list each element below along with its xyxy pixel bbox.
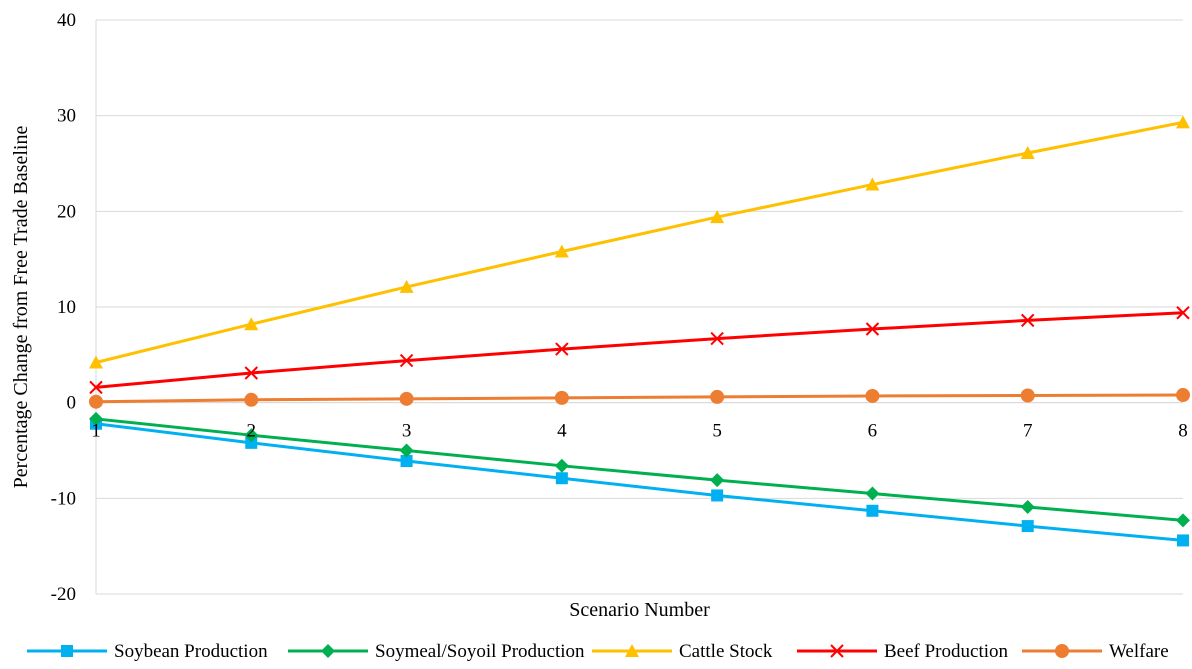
data-point-triangle — [1176, 115, 1190, 129]
legend-label: Cattle Stock — [679, 641, 773, 662]
legend-label: Soybean Production — [114, 641, 268, 662]
data-point-circle — [710, 389, 725, 404]
tick-labels: -20 -10 0 10 20 30 40 1 2 3 4 5 6 7 8 — [51, 10, 1188, 605]
x-tick-label: 1 — [91, 421, 101, 442]
data-point-triangle — [1020, 145, 1035, 159]
legend-marker — [61, 645, 73, 657]
data-point-x — [865, 322, 880, 336]
data-point-triangle — [710, 210, 725, 224]
data-point-circle — [89, 394, 103, 409]
data-point-x — [1021, 313, 1035, 328]
data-point-square — [245, 436, 258, 449]
data-point-square — [400, 455, 413, 468]
series-square — [90, 417, 1189, 547]
legend-label: Welfare — [1109, 641, 1169, 662]
series-line — [95, 120, 1184, 364]
x-tick-label: 5 — [712, 421, 722, 442]
legend: Soybean Production Soymeal/Soyoil Product… — [27, 641, 1169, 662]
x-tick-label: 7 — [1023, 421, 1033, 442]
legend-item: Welfare — [1022, 641, 1169, 662]
series-x — [89, 306, 1190, 395]
legend-item: Soybean Production — [27, 641, 268, 662]
x-tick-label: 4 — [557, 421, 567, 442]
data-point-x — [710, 331, 724, 346]
grid-lines — [96, 19, 1183, 595]
x-axis-title: Scenario Number — [569, 599, 710, 621]
data-point-square — [555, 472, 568, 485]
y-tick-label: -10 — [51, 488, 76, 509]
data-point-diamond — [244, 428, 259, 443]
y-tick-label: 30 — [57, 106, 76, 127]
series-line — [95, 422, 1184, 542]
legend-marker — [1055, 644, 1069, 658]
x-tick-label: 8 — [1178, 421, 1188, 442]
data-point-x — [89, 380, 103, 395]
data-point-diamond — [554, 458, 569, 473]
legend-label: Soymeal/Soyoil Production — [375, 641, 585, 662]
x-tick-label: 6 — [868, 421, 878, 442]
data-point-triangle — [865, 177, 880, 191]
x-tick-label: 2 — [247, 421, 257, 442]
data-point-circle — [244, 392, 259, 407]
data-point-diamond — [399, 443, 414, 458]
series-triangle — [89, 115, 1190, 369]
data-point-triangle — [244, 317, 259, 331]
data-point-circle — [399, 391, 414, 406]
data-point-circle — [1020, 388, 1035, 403]
legend-marker — [321, 644, 335, 658]
y-tick-label: -20 — [51, 584, 76, 605]
legend-item: Soymeal/Soyoil Production — [288, 641, 585, 662]
legend-marker — [830, 644, 844, 658]
series-diamond — [89, 411, 1190, 528]
data-point-circle — [554, 390, 569, 405]
series-line — [95, 311, 1184, 389]
y-tick-label: 10 — [57, 297, 76, 318]
data-point-diamond — [1176, 513, 1190, 528]
data-point-diamond — [710, 473, 725, 488]
data-point-triangle — [399, 279, 414, 293]
y-tick-label: 0 — [67, 393, 77, 414]
data-point-diamond — [89, 411, 103, 426]
data-series — [89, 115, 1190, 547]
data-point-circle — [865, 388, 880, 403]
legend-item: Beef Production — [797, 641, 1009, 662]
data-point-square — [1177, 534, 1189, 547]
legend-label: Beef Production — [884, 641, 1009, 662]
y-axis-title: Percentage Change from Free Trade Baseli… — [10, 126, 32, 489]
series-circle — [89, 388, 1190, 409]
data-point-square — [711, 489, 724, 502]
data-point-square — [1021, 520, 1034, 533]
series-line — [95, 417, 1184, 522]
data-point-circle — [1176, 388, 1190, 403]
data-point-x — [1176, 306, 1190, 320]
series-line — [95, 393, 1184, 404]
legend-item: Cattle Stock — [592, 641, 773, 662]
data-point-x — [399, 353, 414, 368]
y-tick-label: 40 — [57, 10, 76, 31]
legend-marker — [625, 644, 639, 657]
data-point-diamond — [1020, 499, 1035, 514]
y-tick-label: 20 — [57, 201, 76, 222]
data-point-x — [244, 366, 258, 380]
data-point-diamond — [865, 486, 880, 501]
data-point-x — [555, 342, 569, 356]
data-point-triangle — [89, 355, 103, 369]
x-tick-label: 3 — [402, 421, 412, 442]
data-point-triangle — [554, 244, 569, 258]
axes — [95, 20, 1183, 594]
data-point-square — [866, 504, 879, 517]
